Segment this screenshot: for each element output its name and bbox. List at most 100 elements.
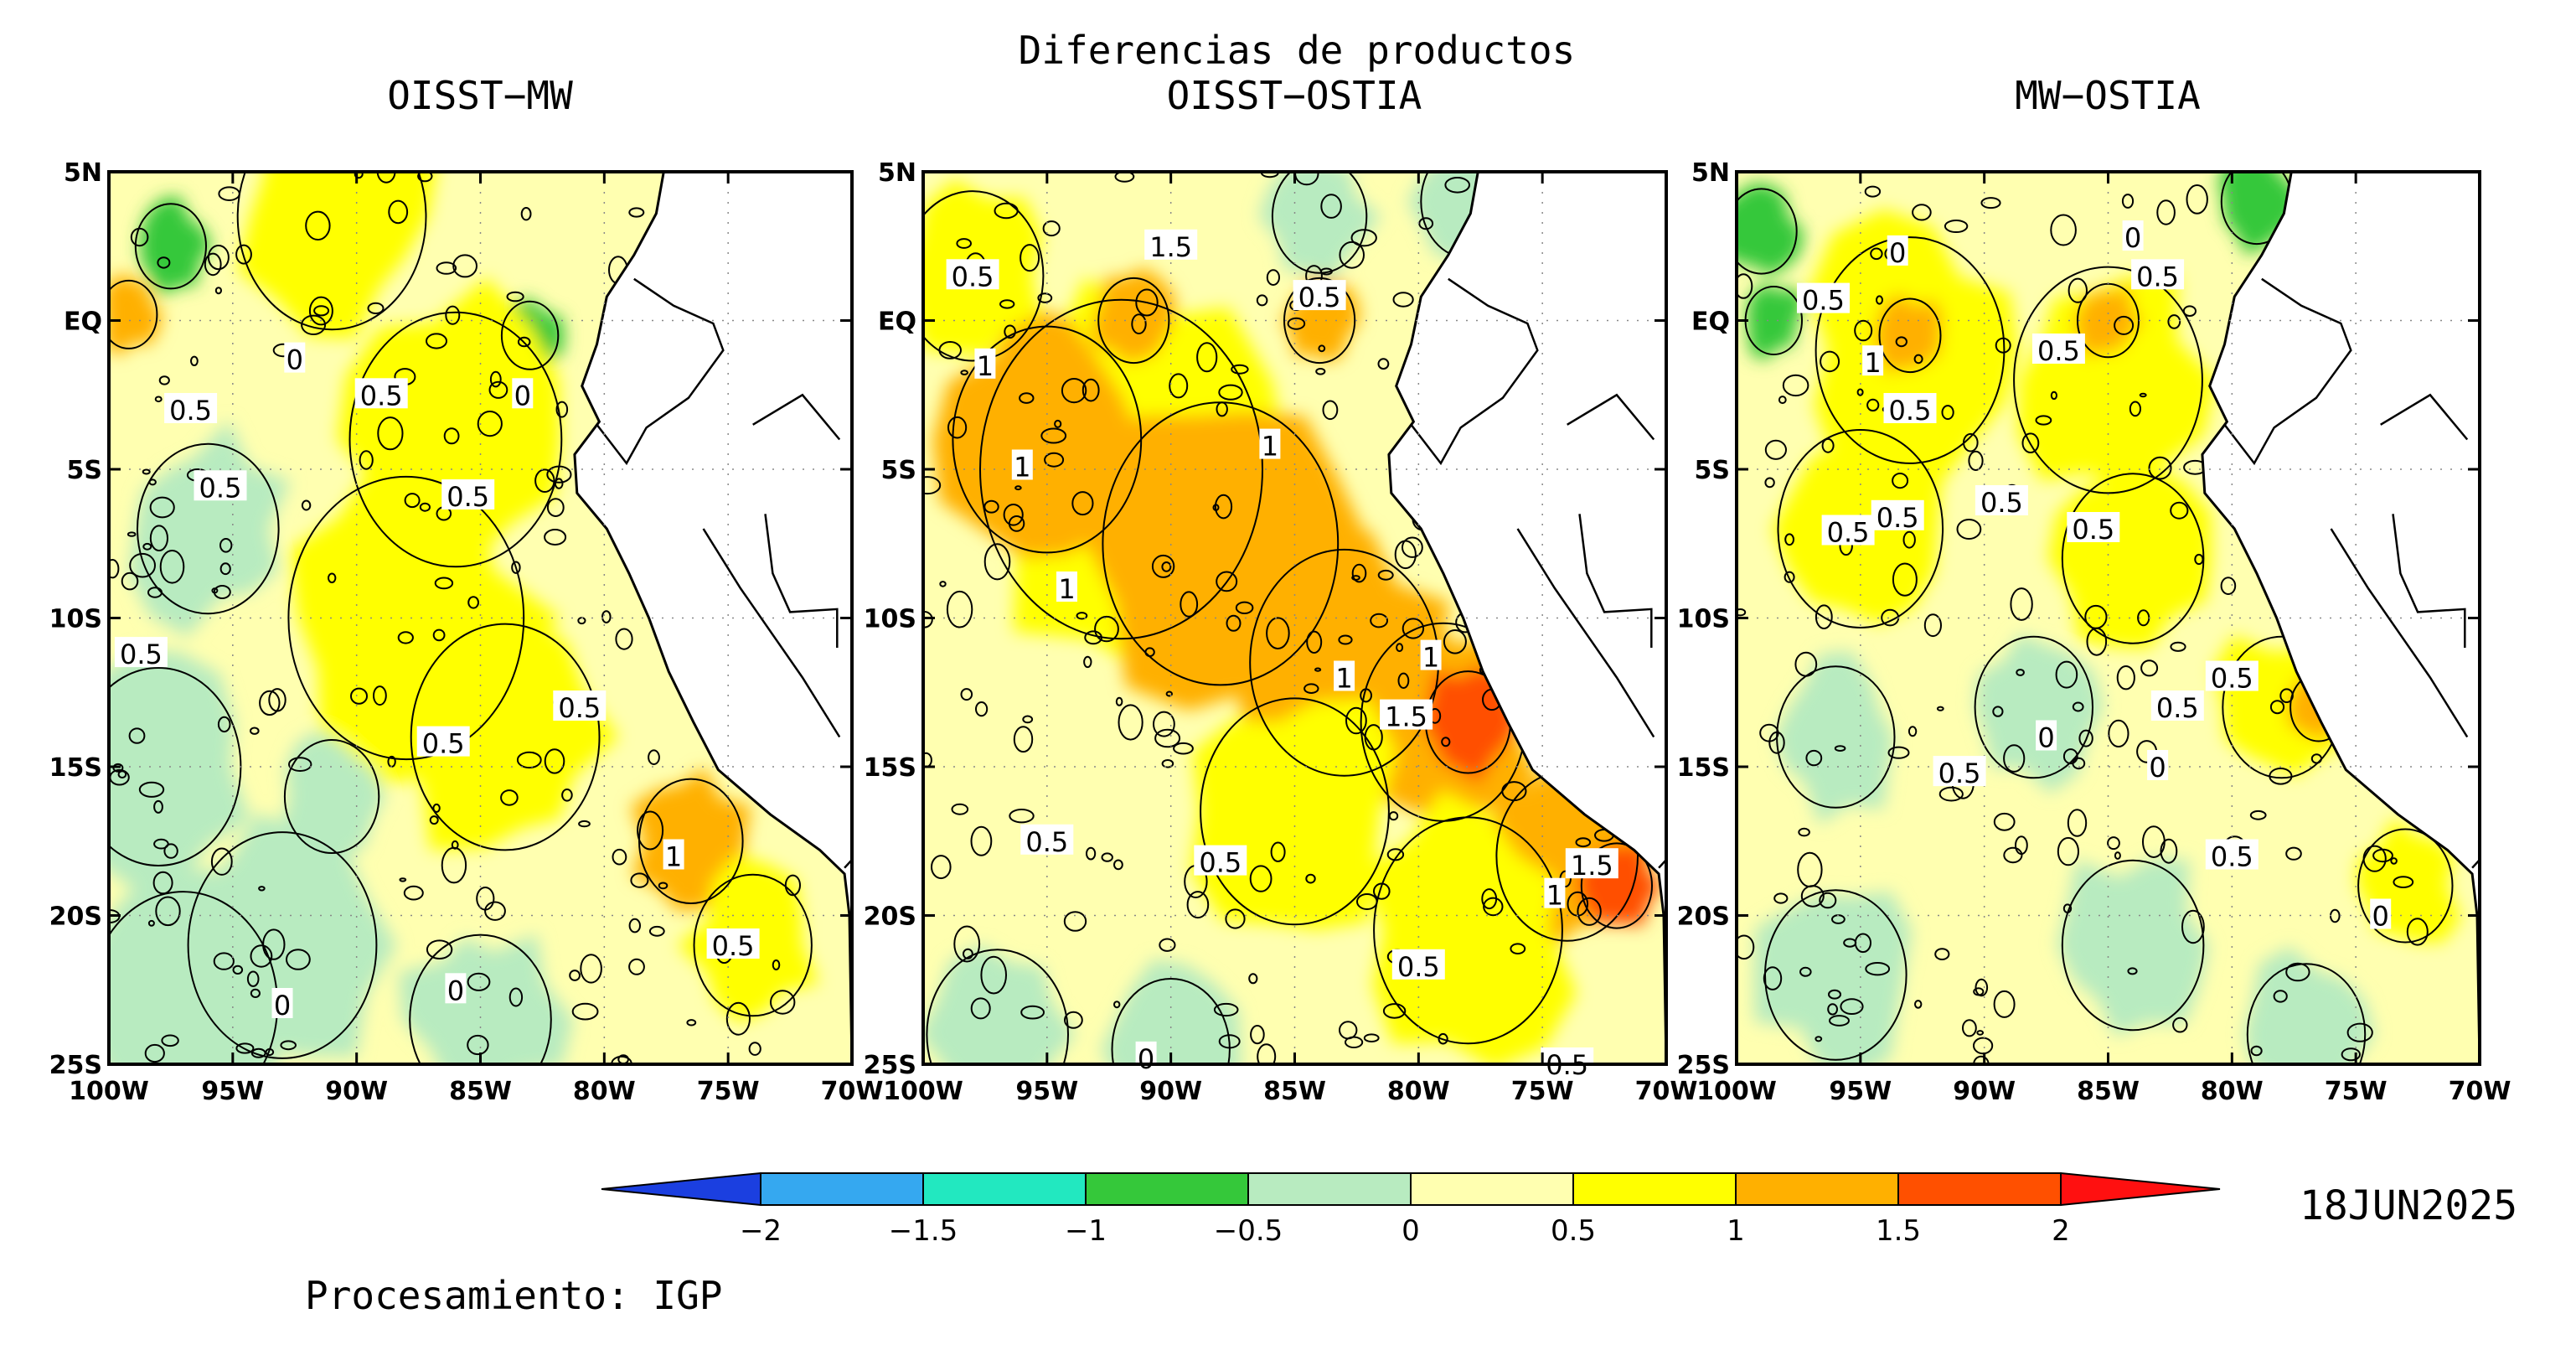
colorbar-tick-label: 0 xyxy=(1402,1214,1420,1248)
colorbar-segment xyxy=(922,1172,1087,1206)
contour-label-bg xyxy=(1020,824,1074,855)
country-border xyxy=(2380,393,2469,441)
panel-title-oisst-mw: OISST−MW xyxy=(387,73,573,118)
lon-tick-label: 70W xyxy=(1635,1077,1698,1106)
contour-label: 0.5 xyxy=(558,692,601,724)
contour-label: 0 xyxy=(447,975,464,1006)
lon-tick-label: 85W xyxy=(1263,1077,1326,1106)
colorbar-tick-label: 0.5 xyxy=(1551,1214,1596,1248)
contour-label: 1 xyxy=(1546,880,1563,912)
contour-label-bg xyxy=(1293,280,1346,311)
coastline xyxy=(2201,172,2480,1064)
lon-tick-label: 70W xyxy=(821,1077,884,1106)
colorbar-arrow-low xyxy=(601,1171,761,1207)
contour-label: 0.5 xyxy=(1397,951,1440,983)
date-label: 18JUN2025 xyxy=(2300,1182,2517,1229)
lon-tick-label: 75W xyxy=(697,1077,760,1106)
lat-tick-label: 10S xyxy=(1677,605,1730,634)
contour-label-bg xyxy=(2205,660,2259,691)
contour-label: 0 xyxy=(2372,901,2389,933)
contour-label: 1 xyxy=(1864,347,1881,379)
contour-label: 0.5 xyxy=(1802,285,1845,317)
contour-region xyxy=(109,649,250,890)
contour-label-bg xyxy=(2036,720,2057,751)
contour-label: 1 xyxy=(1422,642,1439,674)
contour-region xyxy=(1258,172,1381,282)
contour-region xyxy=(2057,859,2209,1037)
contour-label: 0 xyxy=(2124,222,2141,254)
contour-label-bg xyxy=(706,928,760,959)
contour-label-bg xyxy=(1821,515,1875,546)
colorbar-tick-label: 2 xyxy=(2052,1214,2070,1248)
contour-label: 0 xyxy=(2037,722,2054,754)
coastline xyxy=(1387,172,1666,1064)
colorbar-tick-label: 1.5 xyxy=(1876,1214,1921,1248)
contour-region xyxy=(1101,959,1242,1064)
contour-label: 0.5 xyxy=(360,380,403,411)
contour-label-bg xyxy=(1135,1041,1157,1072)
contour-label: 0.5 xyxy=(199,472,242,504)
contour-label: 1.5 xyxy=(1571,850,1613,882)
contour-label: 1 xyxy=(1014,452,1030,484)
contour-label: 0 xyxy=(1889,237,1906,269)
country-border xyxy=(702,528,841,738)
contour-label-bg xyxy=(1334,660,1355,691)
country-border xyxy=(1516,528,1655,738)
coastline xyxy=(573,172,852,1064)
contour-label: 0.5 xyxy=(2156,692,2199,724)
contour-label: 0.5 xyxy=(1877,502,1919,534)
country-border xyxy=(764,514,839,648)
lat-tick-label: 10S xyxy=(864,605,916,634)
contour-label: 1.5 xyxy=(1385,701,1427,733)
lat-tick-label: 25S xyxy=(49,1051,102,1080)
colorbar-arrow-high xyxy=(2060,1171,2221,1207)
lon-tick-label: 90W xyxy=(1139,1077,1202,1106)
lat-tick-label: 20S xyxy=(864,902,916,932)
lon-tick-label: 100W xyxy=(1696,1077,1777,1106)
contour-region xyxy=(2243,946,2375,1064)
contour-label: 0.5 xyxy=(1827,517,1870,549)
colorbar-segment xyxy=(1247,1172,1412,1206)
panel-title-oisst-ostia: OISST−OSTIA xyxy=(1167,73,1422,118)
contour-region xyxy=(1364,790,1577,1064)
contour-label-bg xyxy=(1420,639,1442,670)
country-border xyxy=(752,393,841,441)
contour-label-bg xyxy=(194,470,247,501)
lon-tick-label: 80W xyxy=(2201,1077,2264,1106)
contour-label-bg xyxy=(271,988,293,1018)
lon-tick-label: 95W xyxy=(201,1077,264,1106)
contour-label: 1 xyxy=(665,841,682,873)
country-border xyxy=(596,277,725,466)
lat-tick-label: 15S xyxy=(1677,753,1730,783)
contour-region xyxy=(1873,294,1943,374)
contour-region xyxy=(1092,267,1175,364)
colorbar-tick-label: −1 xyxy=(1065,1214,1107,1248)
lon-tick-label: 75W xyxy=(2325,1077,2388,1106)
lon-tick-label: 95W xyxy=(1829,1077,1892,1106)
contour-label-bg xyxy=(441,479,495,509)
contour-label-bg xyxy=(1011,449,1033,480)
contour-label: 0.5 xyxy=(1980,487,2023,519)
contour-label: 1 xyxy=(977,350,994,382)
contour-label: 0.5 xyxy=(2136,261,2179,292)
figure-title: Diferencias de productos xyxy=(1019,28,1576,73)
contour-label-bg xyxy=(416,726,470,757)
lat-tick-label: 5S xyxy=(881,456,916,485)
contour-region xyxy=(1747,282,1808,360)
contour-label: 0.5 xyxy=(169,395,212,427)
country-border xyxy=(2330,528,2469,738)
contour-region xyxy=(1753,892,1913,1064)
contour-region xyxy=(1975,634,2104,794)
lat-tick-label: 25S xyxy=(864,1051,916,1080)
contour-label-bg xyxy=(2370,898,2392,929)
contour-label: 1 xyxy=(1335,663,1352,695)
lon-tick-label: 80W xyxy=(1387,1077,1450,1106)
contour-label-bg xyxy=(1144,229,1198,260)
contour-label: 0.5 xyxy=(1298,282,1341,313)
panel-title-mw-ostia: MW−OSTIA xyxy=(2015,73,2201,118)
contour-label: 0 xyxy=(287,344,303,376)
colorbar: −2 −1.5 −1 −0.5 0 0.5 1 1.5 2 xyxy=(601,1171,2221,1248)
contour-region xyxy=(109,273,163,355)
contour-region xyxy=(399,934,574,1064)
lat-tick-label: 5N xyxy=(64,158,102,188)
